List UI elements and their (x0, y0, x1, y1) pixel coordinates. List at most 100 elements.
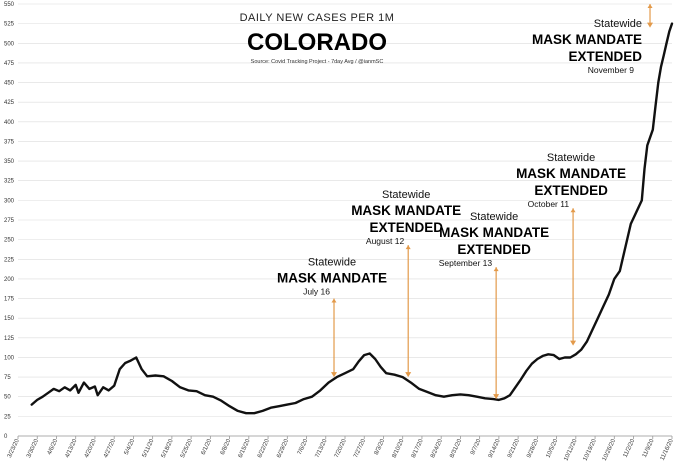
annotation-headline: MASK MANDATE (351, 203, 461, 218)
x-tick-label: 7/27/20 (353, 438, 367, 459)
y-tick-label: 375 (4, 139, 15, 145)
y-tick-label: 275 (4, 218, 15, 224)
annotation-tip (493, 267, 499, 272)
x-tick-label: 6/1/20 (201, 438, 214, 456)
x-tick-label: 10/26/20 (602, 438, 618, 462)
x-tick-label: 6/22/20 (257, 438, 271, 459)
x-tick-label: 4/20/20 (84, 438, 98, 459)
annotation-date: September 13 (439, 258, 493, 268)
x-tick-label: 4/13/20 (65, 438, 79, 459)
annotation-label: Statewide (382, 189, 430, 201)
annotation-date: November 9 (588, 65, 635, 75)
x-tick-label: 9/21/20 (507, 438, 521, 459)
y-tick-label: 550 (4, 2, 15, 8)
x-tick-label: 9/7/20 (470, 438, 483, 456)
y-tick-label: 75 (4, 375, 11, 381)
x-tick-label: 4/27/20 (103, 438, 117, 459)
annotation-headline: EXTENDED (457, 242, 531, 257)
y-tick-label: 175 (4, 297, 15, 303)
series-layer (30, 22, 674, 415)
x-tick-label: 5/18/20 (161, 438, 175, 459)
annotation-headline: EXTENDED (534, 183, 608, 198)
annotation-headline: EXTENDED (569, 49, 643, 64)
annotation-tip (331, 298, 337, 303)
x-tick-label: 4/6/20 (47, 438, 60, 456)
annotation-headline: MASK MANDATE (516, 166, 626, 181)
annotation-date: October 11 (528, 199, 570, 209)
x-tick-label: 9/14/20 (488, 438, 502, 459)
x-tick-label: 8/10/20 (392, 438, 406, 459)
annotation-label: Statewide (594, 18, 642, 30)
y-tick-label: 300 (4, 198, 15, 204)
x-tick-label: 11/2/20 (623, 438, 637, 459)
x-tick-label: 5/4/20 (124, 438, 137, 456)
y-tick-label: 200 (4, 277, 15, 283)
x-tick-label: 8/31/20 (449, 438, 463, 459)
x-tick-label: 11/9/20 (642, 438, 656, 459)
annotation-headline: MASK MANDATE (439, 225, 549, 240)
y-axis: 0 25 50 75 100 125 150 175 200 225 250 275 300 325 350… (4, 2, 15, 440)
x-tick-label: 11/16/20 (660, 438, 675, 462)
y-tick-label: 425 (4, 100, 15, 106)
y-tick-label: 525 (4, 22, 15, 28)
annotation-label: Statewide (547, 152, 595, 164)
x-tick-label: 8/3/20 (374, 438, 387, 456)
x-tick-label: 8/24/20 (430, 438, 444, 459)
x-axis: 3/23/20 3/30/20 4/6/20 4/13/20 4/20/20 4/27/2… (7, 435, 675, 462)
y-tick-label: 450 (4, 81, 15, 87)
annotation-tip (570, 208, 576, 213)
annotation-arrowhead (331, 372, 338, 378)
annotation-arrowhead (570, 340, 577, 346)
y-tick-label: 250 (4, 238, 15, 244)
y-tick-label: 400 (4, 120, 15, 126)
annotation-arrowhead (405, 372, 412, 378)
annotation-headline: EXTENDED (369, 220, 443, 235)
annotation-tip (647, 4, 653, 8)
y-tick-label: 125 (4, 336, 15, 342)
x-tick-label: 7/13/20 (315, 438, 329, 459)
x-tick-label: 7/6/20 (297, 438, 310, 456)
y-tick-label: 500 (4, 41, 15, 47)
x-tick-label: 6/15/20 (238, 438, 252, 459)
series-line-0 (30, 22, 674, 415)
annotation-date: August 12 (366, 236, 405, 246)
annotation-tip (405, 245, 411, 250)
y-tick-label: 25 (4, 414, 11, 420)
y-tick-label: 475 (4, 61, 15, 67)
y-tick-label: 225 (4, 257, 15, 263)
x-tick-label: 10/12/20 (563, 438, 579, 462)
annotation-label: Statewide (470, 211, 518, 223)
chart-subtitle: COLORADO (247, 29, 387, 56)
chart-source: Source: Covid Tracking Project - 7day Av… (251, 59, 384, 65)
x-tick-label: 9/28/20 (526, 438, 540, 459)
annotation-arrowhead (647, 22, 654, 28)
x-tick-label: 8/17/20 (411, 438, 425, 459)
x-tick-label: 6/29/20 (276, 438, 290, 459)
x-tick-label: 5/25/20 (180, 438, 194, 459)
y-tick-label: 350 (4, 159, 15, 165)
y-tick-label: 0 (4, 434, 8, 440)
y-tick-label: 100 (4, 355, 15, 361)
x-tick-label: 10/5/20 (545, 438, 559, 459)
x-tick-label: 5/11/20 (142, 438, 156, 459)
y-tick-label: 325 (4, 179, 15, 185)
annotation-headline: MASK MANDATE (277, 271, 387, 286)
x-tick-label: 6/8/20 (220, 438, 233, 456)
annotation-label: Statewide (308, 257, 356, 269)
gridlines (18, 3, 672, 437)
x-tick-label: 10/19/20 (583, 438, 599, 462)
x-tick-label: 7/20/20 (334, 438, 348, 459)
annotation-date: July 16 (303, 287, 330, 297)
x-tick-label: 3/30/20 (26, 438, 40, 459)
annotation-arrowhead (493, 394, 500, 400)
chart-title: DAILY NEW CASES PER 1M (240, 12, 395, 24)
x-tick-label: 3/23/20 (7, 438, 21, 459)
y-tick-label: 150 (4, 316, 15, 322)
